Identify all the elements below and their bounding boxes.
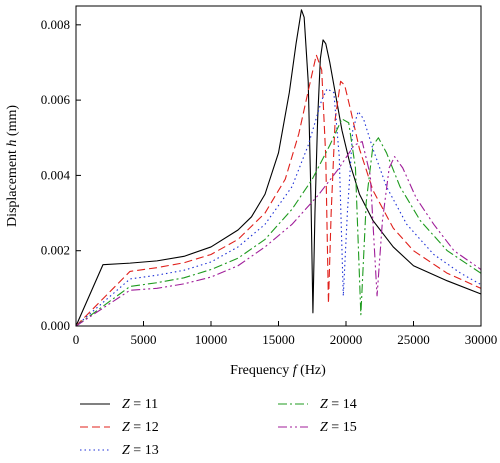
legend-label-z15: Z = 15: [320, 420, 357, 435]
series-group: [75, 9, 482, 327]
series-line-z12: [75, 54, 482, 327]
x-tick-label: 20000: [330, 332, 363, 347]
legend-label-z13: Z = 13: [122, 443, 159, 458]
y-tick-label: 0.002: [41, 243, 70, 258]
x-tick-label: 5000: [131, 332, 157, 347]
series-line-z15: [75, 140, 482, 327]
x-tick-label: 0: [73, 332, 80, 347]
series-line-z13: [75, 88, 482, 327]
x-tick-label: 25000: [397, 332, 430, 347]
x-tick-label: 10000: [195, 332, 228, 347]
y-tick-label: 0.004: [41, 167, 71, 182]
x-axis-label: Frequency f (Hz): [230, 363, 326, 378]
legend-label-z12: Z = 12: [122, 420, 159, 435]
x-tick-label: 15000: [262, 332, 295, 347]
series-line-z11: [75, 9, 482, 327]
plot-frame: [75, 5, 482, 327]
legend-label-z14: Z = 14: [320, 397, 357, 412]
legend: Z = 11 Z = 12 Z = 13 Z = 14 Z = 15: [80, 397, 357, 458]
series-line-z14: [75, 118, 482, 327]
x-tick-label: 30000: [465, 332, 498, 347]
y-tick-label: 0.006: [41, 92, 71, 107]
axis-ticks: 0 5000 10000 15000 20000 25000 30000 0.000 0.002…: [41, 17, 498, 347]
y-axis-label: Displacement h (mm): [5, 105, 20, 227]
y-tick-label: 0.000: [41, 318, 70, 333]
y-tick-label: 0.008: [41, 17, 70, 32]
legend-label-z11: Z = 11: [122, 397, 158, 412]
